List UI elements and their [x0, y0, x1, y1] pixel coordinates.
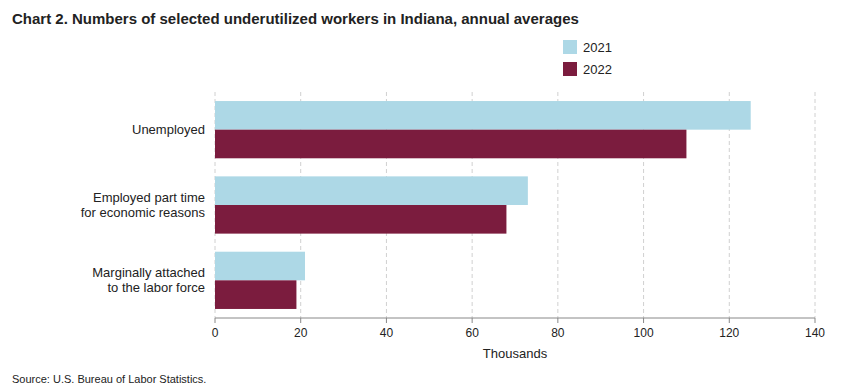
chart-title: Chart 2. Numbers of selected underutiliz… — [12, 10, 579, 27]
grid-line — [815, 92, 816, 318]
bars — [215, 101, 751, 309]
bar — [215, 101, 751, 130]
x-tick-label: 60 — [465, 326, 479, 340]
chart-container: Chart 2. Numbers of selected underutiliz… — [0, 0, 841, 391]
x-tick — [386, 318, 387, 323]
bar — [215, 130, 686, 159]
label-line: to the labor force — [107, 280, 205, 295]
label-line: Marginally attached — [92, 265, 205, 280]
legend-swatch — [563, 40, 577, 54]
x-tick-label: 120 — [719, 326, 739, 340]
x-tick — [643, 318, 644, 323]
bar — [215, 252, 305, 281]
x-tick-label: 140 — [805, 326, 825, 340]
x-tick-label: 40 — [380, 326, 394, 340]
legend-swatch — [563, 62, 577, 76]
x-tick — [729, 318, 730, 323]
x-tick-label: 20 — [294, 326, 308, 340]
x-axis-label: Thousands — [483, 346, 548, 361]
x-tick — [557, 318, 558, 323]
x-tick-label: 80 — [551, 326, 565, 340]
chart-svg: Chart 2. Numbers of selected underutiliz… — [0, 0, 841, 391]
y-tick-label: Marginally attachedto the labor force — [92, 265, 205, 295]
source-note: Source: U.S. Bureau of Labor Statistics. — [12, 373, 206, 385]
grid — [215, 92, 815, 318]
bar — [215, 280, 296, 309]
legend-label: 2022 — [583, 62, 612, 77]
label-line: Unemployed — [132, 122, 205, 137]
label-line: Employed part time — [93, 190, 205, 205]
legend: 2021 2022 — [563, 40, 612, 77]
x-tick — [815, 318, 816, 323]
x-tick-label: 100 — [634, 326, 654, 340]
y-tick-label: Unemployed — [132, 122, 205, 137]
x-tick-label: 0 — [212, 326, 219, 340]
label-line: for economic reasons — [81, 205, 206, 220]
x-axis-line — [215, 318, 815, 319]
x-tick — [472, 318, 473, 323]
x-tick — [300, 318, 301, 323]
legend-label: 2021 — [583, 40, 612, 55]
x-tick — [215, 318, 216, 323]
bar — [215, 205, 506, 234]
bar — [215, 176, 528, 205]
y-tick-label: Employed part timefor economic reasons — [81, 190, 206, 220]
